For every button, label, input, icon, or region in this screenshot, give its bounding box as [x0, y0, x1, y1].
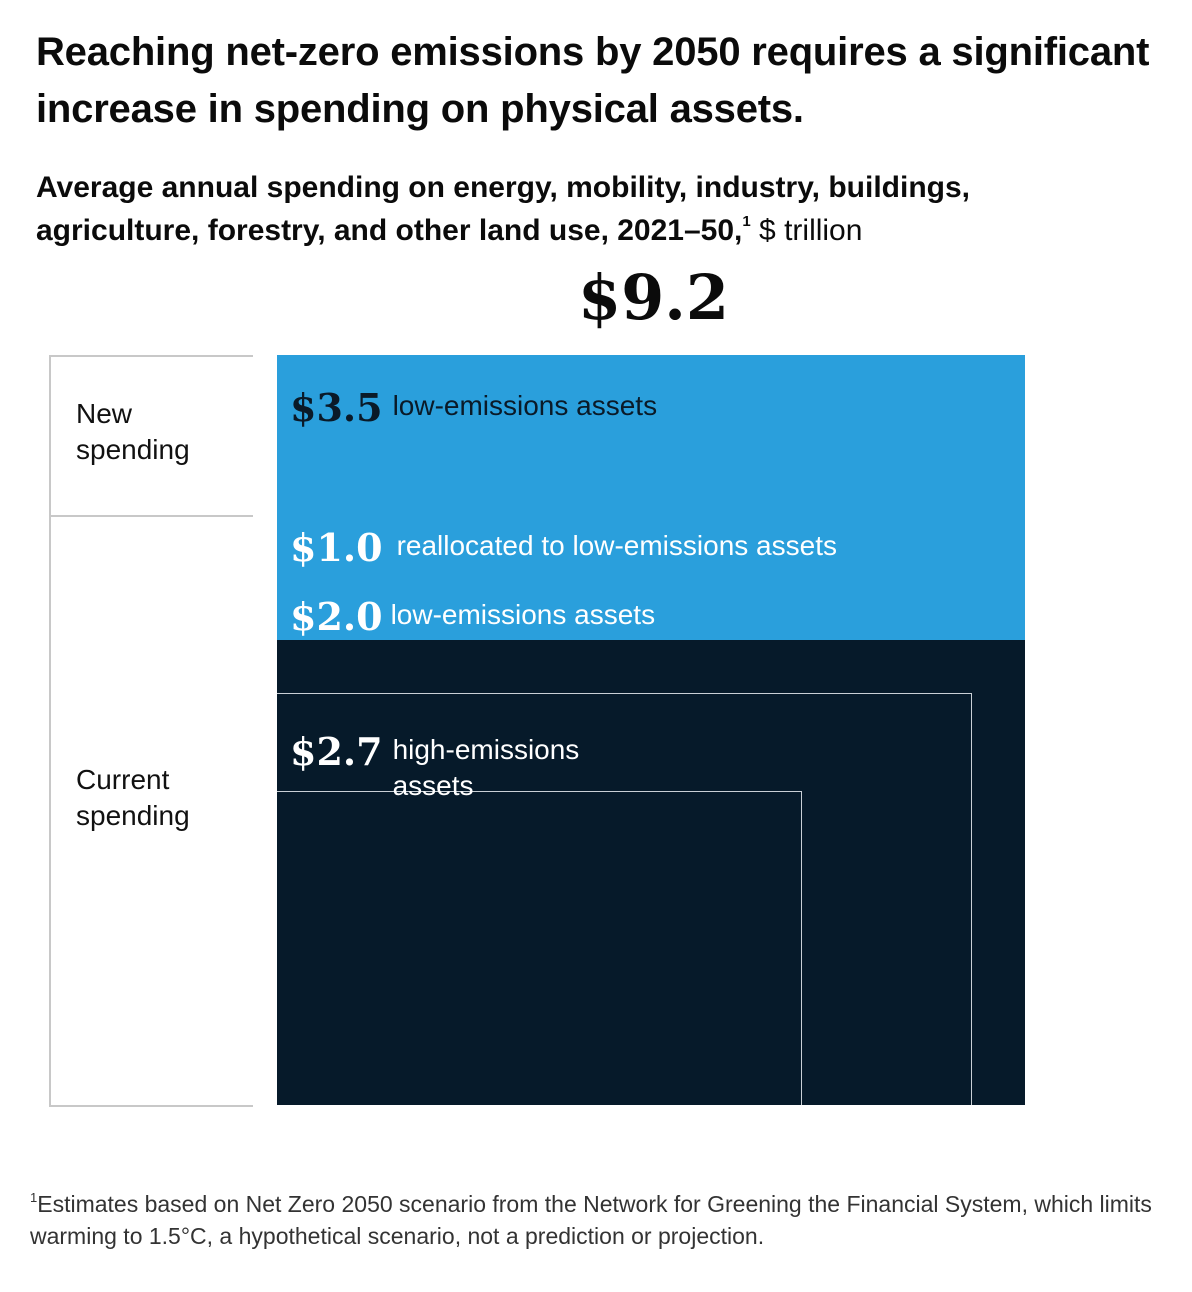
segment-value: $1.0 — [290, 525, 383, 570]
group-bracket-divider — [49, 515, 253, 517]
subtitle-text: Average annual spending on energy, mobil… — [36, 171, 970, 247]
chart-title: Reaching net-zero emissions by 2050 requ… — [36, 30, 1150, 131]
total-value-label: $9.2 — [578, 261, 730, 334]
segment-label-high-emissions: $2.7 high-emissions assets — [290, 732, 613, 804]
segment-value: $3.5 — [290, 385, 383, 430]
segment-high-emissions — [277, 791, 802, 1105]
segment-text: reallocated to low-emissions assets — [396, 530, 837, 561]
group-label-current-spending: Current spending — [76, 764, 190, 831]
group-label-new-spending: New spending — [76, 398, 190, 465]
subtitle-unit: $ trillion — [750, 214, 863, 247]
chart-subtitle: Average annual spending on energy, mobil… — [36, 166, 1136, 252]
segment-label-reallocated: $1.0 reallocated to low-emissions assets — [290, 528, 837, 568]
segment-text: low-emissions assets — [392, 390, 658, 421]
segment-text: low-emissions assets — [390, 599, 656, 630]
segment-value: $2.7 — [290, 729, 383, 774]
group-bracket-top — [49, 355, 253, 357]
group-bracket-vertical — [49, 355, 51, 1107]
footnote-text: Estimates based on Net Zero 2050 scenari… — [30, 1191, 1152, 1249]
footnote-mark: 1 — [30, 1190, 38, 1205]
segment-text: high-emissions assets — [392, 734, 580, 801]
segment-label-new-low-emissions: $3.5 low-emissions assets — [290, 388, 657, 428]
group-bracket-bottom — [49, 1105, 253, 1107]
segment-value: $2.0 — [290, 594, 383, 639]
footnote: 1Estimates based on Net Zero 2050 scenar… — [30, 1188, 1180, 1252]
subtitle-footnote-mark: 1 — [742, 213, 751, 230]
segment-label-current-low-emissions: $2.0 low-emissions assets — [290, 597, 655, 637]
